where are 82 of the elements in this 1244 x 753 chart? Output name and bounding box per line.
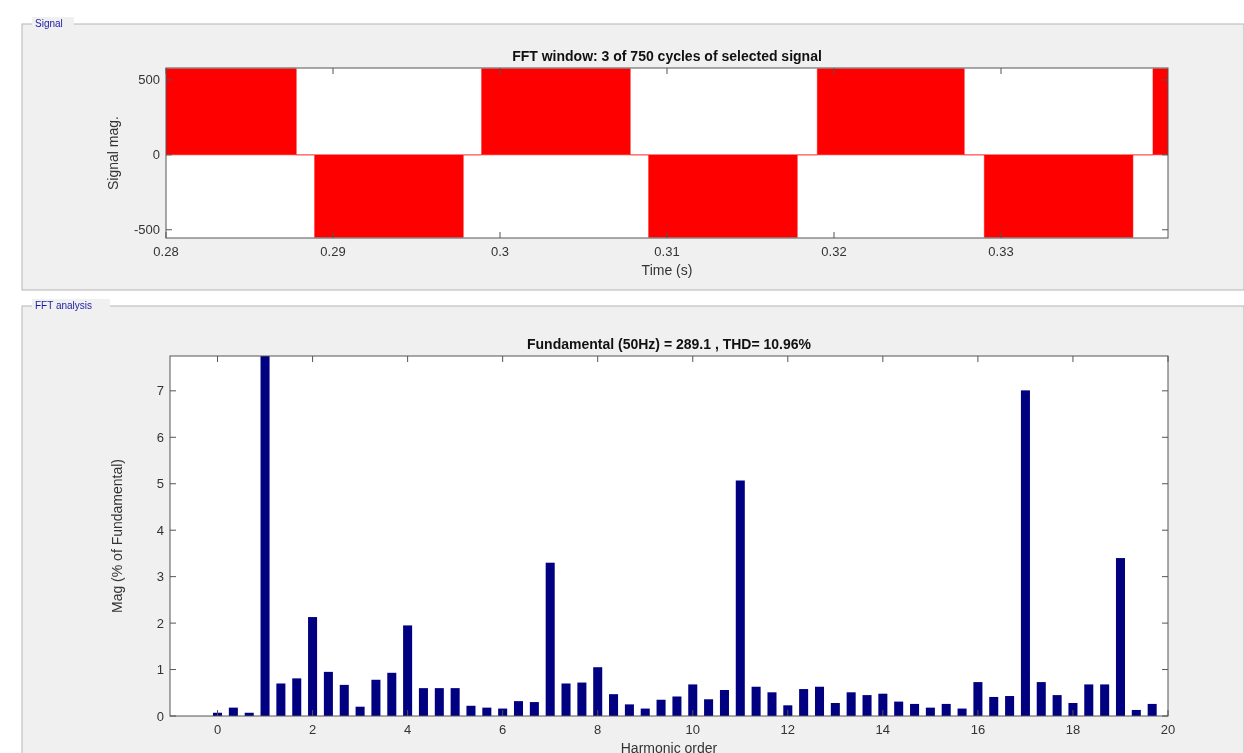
bar <box>814 686 825 716</box>
x-tick-label: 0.3 <box>490 244 510 259</box>
bar <box>688 684 698 716</box>
bar <box>846 692 856 716</box>
bar <box>767 692 777 716</box>
bar <box>704 699 714 716</box>
x-tick-label: 16 <box>970 722 986 737</box>
bar <box>276 683 286 716</box>
y-tick-label: 0 <box>156 708 164 724</box>
x-tick-label: 18 <box>1065 722 1081 737</box>
bar <box>529 702 539 716</box>
bar <box>260 356 270 716</box>
bar <box>323 671 333 716</box>
x-tick-label: 4 <box>404 722 412 737</box>
bar <box>862 695 872 716</box>
bar <box>308 617 318 716</box>
bar <box>719 689 729 716</box>
bar <box>577 682 587 716</box>
x-tick-label: 20 <box>1160 722 1176 737</box>
bar <box>672 696 682 716</box>
y-tick-label: 3 <box>156 569 164 585</box>
x-tick-label: 10 <box>685 722 700 737</box>
bar <box>561 683 571 716</box>
bar <box>751 686 761 716</box>
x-tick-label: 0.33 <box>988 244 1014 259</box>
y-tick-label: 7 <box>156 383 164 399</box>
bar <box>1100 684 1110 716</box>
bar <box>624 704 634 716</box>
x-tick-label: 6 <box>499 722 507 737</box>
x-tick-label: 0.32 <box>821 244 847 259</box>
bar <box>941 703 951 716</box>
bar <box>1084 684 1094 716</box>
bar <box>609 694 619 716</box>
bar <box>450 688 460 716</box>
bar <box>1115 558 1125 716</box>
bar <box>387 672 397 716</box>
text: FFT analysis <box>35 300 93 311</box>
y-tick-label: 1 <box>156 662 164 678</box>
x-tick-label: 8 <box>594 722 602 737</box>
bar <box>418 688 428 716</box>
bar <box>989 696 999 716</box>
x-tick-label: 0.31 <box>654 244 680 259</box>
bar <box>545 562 555 716</box>
bar <box>513 701 524 716</box>
chart-title: FFT window: 3 of 750 cycles of selected signal <box>512 48 822 64</box>
bar <box>830 702 840 716</box>
x-tick-label: 0.29 <box>320 244 346 259</box>
x-axis-title: Time (s) <box>641 262 693 278</box>
x-tick-label: 2 <box>308 722 317 737</box>
bar <box>1036 682 1046 716</box>
bar <box>434 688 444 716</box>
y-tick-label: -500 <box>133 222 160 238</box>
bar <box>371 679 381 716</box>
x-axis-title: Harmonic order <box>620 740 718 753</box>
bar <box>1005 696 1015 716</box>
bar <box>1052 695 1062 716</box>
bar <box>973 682 983 716</box>
y-axis-title: Mag (% of Fundamental) <box>109 458 125 614</box>
y-tick-label: 500 <box>138 72 160 88</box>
bar <box>1020 390 1030 716</box>
bar <box>1147 703 1157 716</box>
bar <box>894 701 904 716</box>
text: Signal <box>35 18 63 29</box>
chart-title: Fundamental (50Hz) = 289.1 , THD= 10.96% <box>527 336 812 352</box>
bar <box>593 667 603 716</box>
y-tick-label: 4 <box>156 522 164 538</box>
x-tick-label: 0.28 <box>153 244 179 259</box>
y-tick-label: 0 <box>152 147 160 163</box>
y-tick-label: 5 <box>156 476 164 492</box>
bar <box>403 625 413 716</box>
bar <box>339 684 349 716</box>
bar <box>799 689 809 716</box>
y-tick-label: 2 <box>156 615 164 631</box>
bar <box>910 703 920 716</box>
bar <box>292 678 302 716</box>
y-axis-title: Signal mag. <box>105 116 121 190</box>
y-tick-label: 6 <box>156 429 164 445</box>
x-tick-label: 12 <box>780 722 796 737</box>
x-tick-label: 0 <box>213 722 222 737</box>
bar <box>656 699 666 716</box>
bar <box>735 480 745 716</box>
x-tick-label: 14 <box>875 722 891 737</box>
